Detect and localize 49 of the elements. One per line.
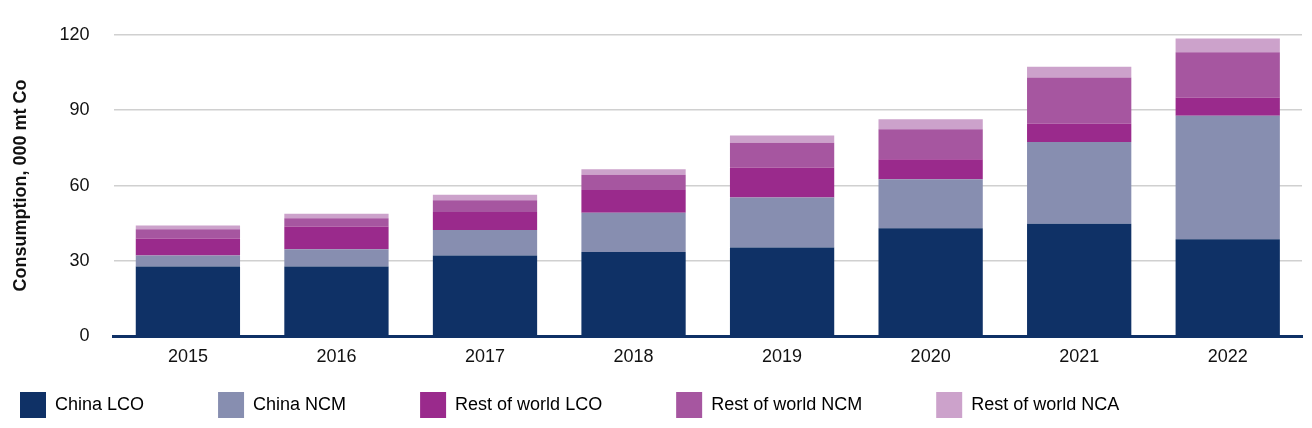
y-tick-label: 90 xyxy=(69,99,90,120)
x-tick-label: 2022 xyxy=(1207,346,1248,367)
x-tick-label: 2019 xyxy=(762,346,803,367)
bar xyxy=(581,212,686,252)
y-tick-label: 120 xyxy=(59,23,90,44)
bar xyxy=(1175,97,1280,116)
bar xyxy=(1027,142,1132,224)
bar xyxy=(284,226,389,250)
bar xyxy=(1027,123,1132,143)
bar xyxy=(1027,77,1132,124)
legend-label: China NCM xyxy=(253,393,407,414)
x-tick-label: 2018 xyxy=(613,346,654,367)
y-tick-label: 60 xyxy=(69,174,90,195)
bar xyxy=(284,249,389,267)
bar xyxy=(1027,66,1132,78)
y-tick-label: 0 xyxy=(79,325,90,346)
legend-label: Rest of world NCM xyxy=(711,393,923,414)
bar xyxy=(729,142,835,168)
x-tick-label: 2020 xyxy=(910,346,951,367)
bar xyxy=(432,230,538,256)
bar xyxy=(878,179,983,229)
bar xyxy=(581,174,686,191)
bar xyxy=(878,129,983,160)
x-tick-label: 2015 xyxy=(167,346,208,367)
bar xyxy=(581,190,686,213)
bar xyxy=(729,167,835,198)
bar xyxy=(1175,38,1280,53)
bar xyxy=(729,135,835,143)
bar xyxy=(878,119,983,130)
bar xyxy=(581,169,686,175)
bar xyxy=(432,211,538,231)
bar xyxy=(135,229,241,239)
legend-label: China LCO xyxy=(55,393,205,414)
y-axis-title: Consumption, 000 mt Co xyxy=(9,79,30,292)
x-tick-label: 2017 xyxy=(464,346,506,367)
x-tick-label: 2021 xyxy=(1059,346,1100,367)
bar xyxy=(1175,115,1280,240)
bar xyxy=(284,218,389,227)
legend-label: Rest of world LCO xyxy=(455,393,663,414)
legend-label: Rest of world NCA xyxy=(971,393,1179,414)
bar xyxy=(729,197,835,248)
bar xyxy=(432,200,538,212)
bar xyxy=(432,194,538,201)
bar xyxy=(1175,52,1280,98)
bar xyxy=(135,255,241,267)
y-tick-label: 30 xyxy=(69,249,90,270)
bar xyxy=(878,159,983,180)
bar xyxy=(135,238,241,256)
x-tick-label: 2016 xyxy=(316,346,357,367)
